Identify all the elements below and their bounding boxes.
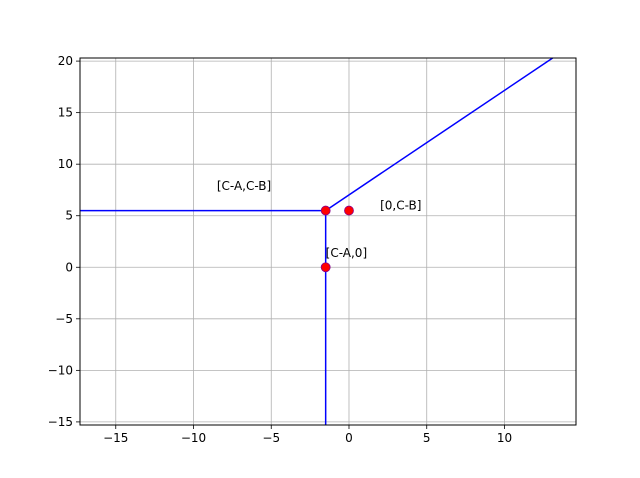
annotation-label: [C-A,0] — [326, 246, 367, 260]
annotation-label: [C-A,C-B] — [217, 179, 271, 193]
annotations: [C-A,C-B] [0,C-B] [C-A,0] — [217, 179, 422, 260]
y-tick-label: 5 — [65, 209, 73, 223]
axis-ticks: −15 −10 −5 0 5 10 −15 −10 −5 0 5 10 15 20 — [48, 54, 512, 445]
x-tick-label: −5 — [262, 431, 280, 445]
x-tick-label: 10 — [497, 431, 512, 445]
annotation-label: [0,C-B] — [380, 199, 421, 213]
data-point — [320, 262, 331, 273]
y-tick-label: −5 — [55, 312, 73, 326]
y-tick-label: 0 — [65, 260, 73, 274]
data-point — [320, 205, 331, 216]
plot-frame — [79, 57, 577, 426]
x-tick-label: 5 — [423, 431, 431, 445]
grid — [80, 58, 576, 425]
y-tick-label: 10 — [58, 157, 73, 171]
y-tick-label: 20 — [58, 54, 73, 68]
x-tick-label: −15 — [103, 431, 128, 445]
x-tick-label: −10 — [181, 431, 206, 445]
scatter-points — [320, 205, 354, 273]
series-lines — [80, 57, 554, 425]
series-line-2 — [325, 57, 554, 212]
x-tick-label: 0 — [345, 431, 353, 445]
data-point — [344, 205, 354, 216]
y-tick-label: 15 — [58, 106, 73, 120]
y-tick-label: −10 — [48, 363, 73, 377]
y-tick-label: −15 — [48, 415, 73, 429]
